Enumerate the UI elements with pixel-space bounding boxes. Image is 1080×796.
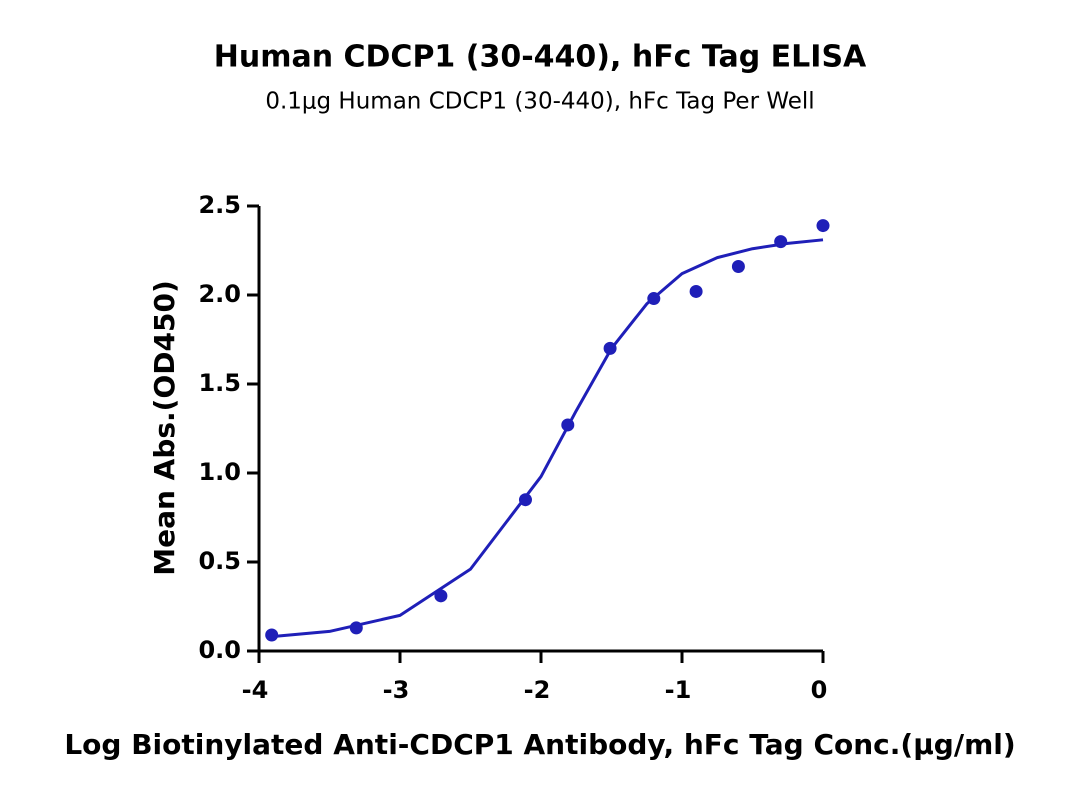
x-tick-label: -2 — [524, 676, 551, 704]
data-point — [434, 589, 448, 603]
chart-title: Human CDCP1 (30-440), hFc Tag ELISA — [214, 40, 867, 75]
x-tick-label: -4 — [242, 676, 269, 704]
x-axis-label: Log Biotinylated Anti-CDCP1 Antibody, hF… — [64, 728, 1015, 761]
y-tick-label: 1.0 — [198, 458, 241, 486]
data-point — [603, 341, 617, 355]
chart-subtitle: 0.1μg Human CDCP1 (30-440), hFc Tag Per … — [265, 89, 814, 115]
data-point — [689, 284, 703, 298]
fit-curve — [270, 238, 824, 639]
data-point — [349, 621, 363, 635]
y-tick-label: 1.5 — [198, 369, 241, 397]
x-tick-label: -3 — [383, 676, 410, 704]
data-point — [518, 493, 532, 507]
data-point — [731, 260, 745, 274]
y-tick-label: 2.0 — [198, 280, 241, 308]
y-tick-label: 2.5 — [198, 191, 241, 219]
data-point — [561, 418, 575, 432]
data-point — [816, 219, 830, 233]
x-tick-label: -1 — [665, 676, 692, 704]
y-tick-label: 0.5 — [198, 547, 241, 575]
y-tick-label: 0.0 — [198, 636, 241, 664]
data-point — [774, 235, 788, 249]
y-axis-label: Mean Abs.(OD450) — [148, 280, 181, 576]
data-point — [647, 292, 661, 306]
x-tick-label: 0 — [811, 676, 828, 704]
data-point — [265, 628, 279, 642]
